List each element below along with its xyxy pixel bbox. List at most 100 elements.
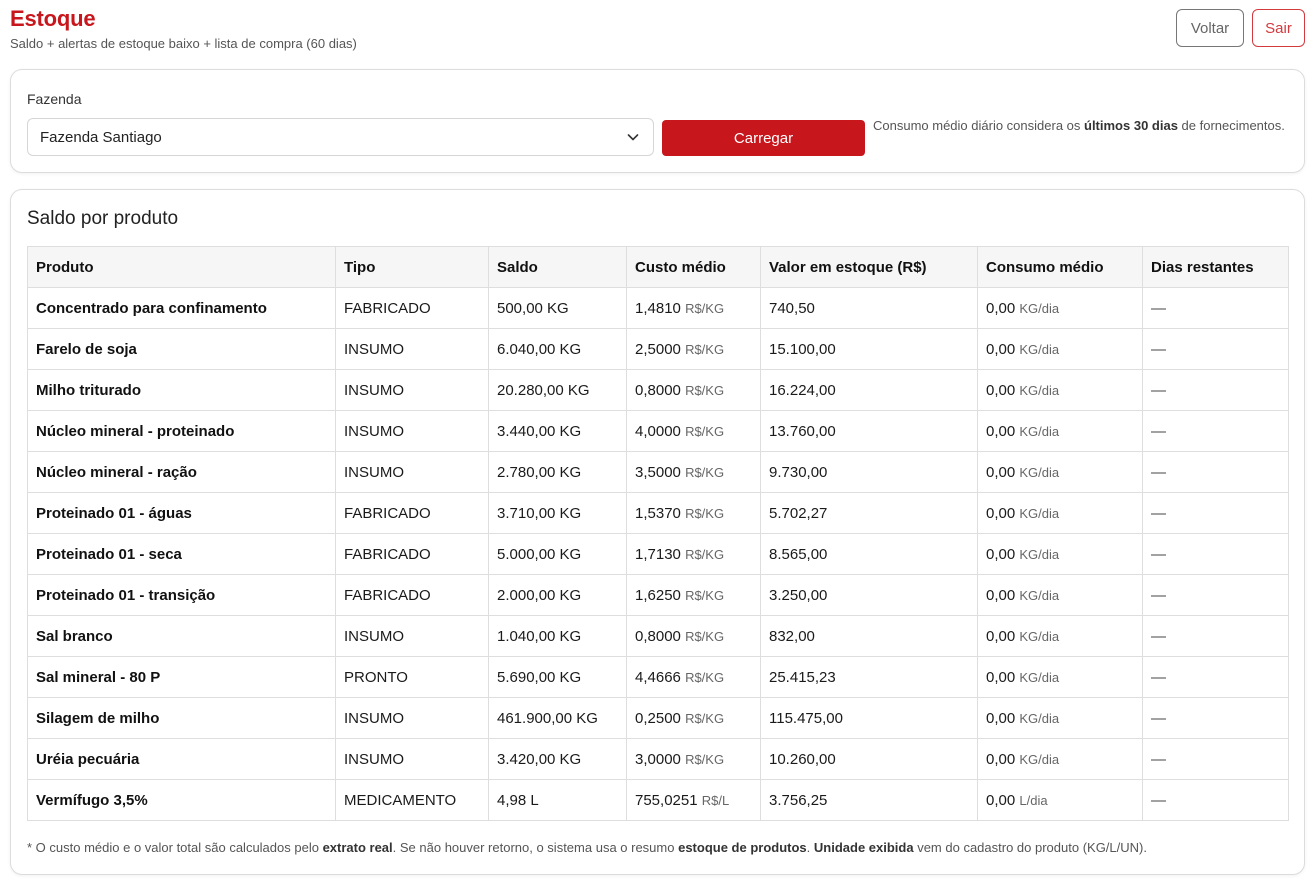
- cell-consumo: 0,00 L/dia: [977, 779, 1143, 821]
- custo-unit: R$/KG: [685, 505, 725, 521]
- cell-consumo: 0,00 KG/dia: [977, 451, 1143, 493]
- cell-produto: Vermífugo 3,5%: [27, 779, 336, 821]
- cell-tipo: INSUMO: [335, 410, 489, 452]
- cell-produto: Proteinado 01 - águas: [27, 492, 336, 534]
- col-dias: Dias restantes: [1142, 246, 1289, 288]
- cell-valor: 25.415,23: [760, 656, 978, 698]
- cell-dias: —: [1142, 328, 1289, 370]
- cell-valor: 3.250,00: [760, 574, 978, 616]
- consumo-value: 0,00: [986, 422, 1016, 440]
- cell-dias: —: [1142, 369, 1289, 411]
- consumo-value: 0,00: [986, 463, 1016, 481]
- custo-unit: R$/KG: [685, 587, 725, 603]
- cell-saldo: 5.000,00 KG: [488, 533, 627, 575]
- cell-produto: Núcleo mineral - proteinado: [27, 410, 336, 452]
- cell-tipo: FABRICADO: [335, 287, 489, 329]
- table-row: Proteinado 01 - transição FABRICADO 2.000,…: [27, 574, 1289, 616]
- farm-select-value: Fazenda Santiago: [40, 128, 162, 146]
- page-header: Estoque Saldo + alertas de estoque baixo…: [10, 6, 1305, 56]
- cell-saldo: 3.440,00 KG: [488, 410, 627, 452]
- consumo-unit: KG/dia: [1019, 341, 1060, 357]
- custo-unit: R$/KG: [685, 341, 725, 357]
- cell-saldo: 3.420,00 KG: [488, 738, 627, 780]
- col-produto: Produto: [27, 246, 336, 288]
- cell-produto: Sal mineral - 80 P: [27, 656, 336, 698]
- consumo-value: 0,00: [986, 340, 1016, 358]
- farm-select[interactable]: Fazenda Santiago: [27, 118, 654, 156]
- cell-produto: Proteinado 01 - transição: [27, 574, 336, 616]
- cell-consumo: 0,00 KG/dia: [977, 574, 1143, 616]
- cell-tipo: INSUMO: [335, 615, 489, 657]
- consumo-value: 0,00: [986, 586, 1016, 604]
- cell-tipo: INSUMO: [335, 328, 489, 370]
- custo-unit: R$/KG: [685, 710, 725, 726]
- load-button[interactable]: Carregar: [662, 120, 865, 156]
- consumo-unit: KG/dia: [1019, 751, 1060, 767]
- cell-saldo: 500,00 KG: [488, 287, 627, 329]
- table-row: Sal mineral - 80 P PRONTO 5.690,00 KG 4,466…: [27, 656, 1289, 698]
- consumo-unit: KG/dia: [1019, 587, 1060, 603]
- consumo-unit: KG/dia: [1019, 669, 1060, 685]
- cell-tipo: INSUMO: [335, 697, 489, 739]
- cell-custo: 3,5000 R$/KG: [626, 451, 761, 493]
- cell-consumo: 0,00 KG/dia: [977, 656, 1143, 698]
- consumo-unit: KG/dia: [1019, 423, 1060, 439]
- col-tipo: Tipo: [335, 246, 489, 288]
- cell-dias: —: [1142, 410, 1289, 452]
- cell-valor: 13.760,00: [760, 410, 978, 452]
- custo-unit: R$/KG: [685, 628, 725, 644]
- col-custo: Custo médio: [626, 246, 761, 288]
- table-header-row: Produto Tipo Saldo Custo médio Valor em …: [27, 246, 1289, 288]
- custo-value: 755,0251: [635, 791, 698, 809]
- cell-saldo: 20.280,00 KG: [488, 369, 627, 411]
- custo-unit: R$/KG: [685, 423, 725, 439]
- cell-saldo: 6.040,00 KG: [488, 328, 627, 370]
- cell-produto: Farelo de soja: [27, 328, 336, 370]
- cell-tipo: INSUMO: [335, 369, 489, 411]
- cell-valor: 832,00: [760, 615, 978, 657]
- table-row: Sal branco INSUMO 1.040,00 KG 0,8000 R$/KG 8…: [27, 615, 1289, 657]
- table-row: Concentrado para confinamento FABRICADO 50…: [27, 287, 1289, 329]
- cell-dias: —: [1142, 287, 1289, 329]
- cell-produto: Uréia pecuária: [27, 738, 336, 780]
- cell-valor: 9.730,00: [760, 451, 978, 493]
- cell-custo: 1,7130 R$/KG: [626, 533, 761, 575]
- cell-consumo: 0,00 KG/dia: [977, 369, 1143, 411]
- table-row: Farelo de soja INSUMO 6.040,00 KG 2,5000 R$…: [27, 328, 1289, 370]
- cell-tipo: PRONTO: [335, 656, 489, 698]
- cell-custo: 4,0000 R$/KG: [626, 410, 761, 452]
- consumo-value: 0,00: [986, 709, 1016, 727]
- cell-dias: —: [1142, 492, 1289, 534]
- cell-custo: 0,8000 R$/KG: [626, 369, 761, 411]
- cell-produto: Sal branco: [27, 615, 336, 657]
- cell-dias: —: [1142, 533, 1289, 575]
- table-row: Milho triturado INSUMO 20.280,00 KG 0,8000 …: [27, 369, 1289, 411]
- cell-consumo: 0,00 KG/dia: [977, 328, 1143, 370]
- cell-dias: —: [1142, 574, 1289, 616]
- cell-valor: 8.565,00: [760, 533, 978, 575]
- custo-value: 2,5000: [635, 340, 681, 358]
- section-title: Saldo por produto: [27, 208, 179, 229]
- consumo-value: 0,00: [986, 504, 1016, 522]
- table-row: Vermífugo 3,5% MEDICAMENTO 4,98 L 755,0251 …: [27, 779, 1289, 821]
- cell-tipo: FABRICADO: [335, 574, 489, 616]
- cell-produto: Milho triturado: [27, 369, 336, 411]
- cell-consumo: 0,00 KG/dia: [977, 615, 1143, 657]
- custo-unit: R$/L: [701, 792, 730, 808]
- logout-button[interactable]: Sair: [1252, 9, 1305, 47]
- cell-tipo: FABRICADO: [335, 492, 489, 534]
- cell-saldo: 461.900,00 KG: [488, 697, 627, 739]
- consumo-unit: KG/dia: [1019, 300, 1060, 316]
- cell-custo: 0,8000 R$/KG: [626, 615, 761, 657]
- col-saldo: Saldo: [488, 246, 627, 288]
- cell-valor: 15.100,00: [760, 328, 978, 370]
- cell-dias: —: [1142, 779, 1289, 821]
- consumo-unit: KG/dia: [1019, 710, 1060, 726]
- consumo-unit: KG/dia: [1019, 382, 1060, 398]
- custo-unit: R$/KG: [685, 300, 725, 316]
- cell-valor: 16.224,00: [760, 369, 978, 411]
- back-button[interactable]: Voltar: [1176, 9, 1244, 47]
- custo-value: 3,0000: [635, 750, 681, 768]
- cell-produto: Concentrado para confinamento: [27, 287, 336, 329]
- table-row: Proteinado 01 - águas FABRICADO 3.710,00 K…: [27, 492, 1289, 534]
